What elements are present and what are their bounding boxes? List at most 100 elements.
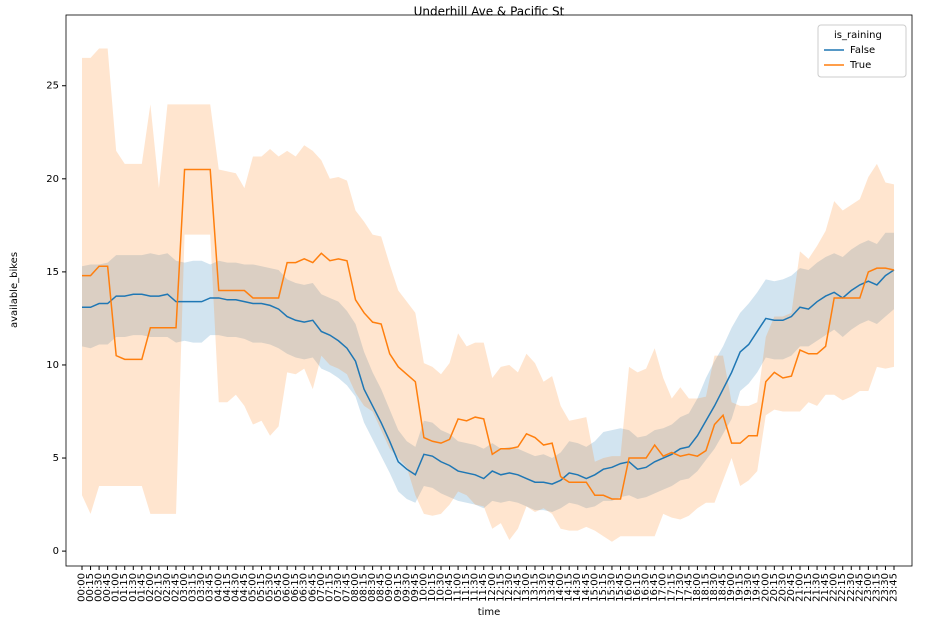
x-tick-label: 12:45 xyxy=(512,573,523,602)
x-tick-label: 18:30 xyxy=(709,573,720,602)
series-line xyxy=(82,269,895,485)
x-tick-label: 03:30 xyxy=(196,573,207,602)
confidence-band xyxy=(82,48,894,542)
x-tick-label: 03:45 xyxy=(205,573,216,602)
x-tick-label: 10:15 xyxy=(427,573,438,602)
x-tick-label: 02:00 xyxy=(145,573,156,602)
x-tick-label: 02:30 xyxy=(162,573,173,602)
legend-title: is_raining xyxy=(834,30,882,41)
x-tick-label: 23:30 xyxy=(880,573,891,602)
x-tick-label: 08:15 xyxy=(359,573,370,602)
x-tick-label: 19:15 xyxy=(735,573,746,602)
x-tick-label: 11:30 xyxy=(470,573,481,602)
x-tick-label: 05:30 xyxy=(265,573,276,602)
x-tick-label: 07:45 xyxy=(341,573,352,602)
x-tick-label: 14:15 xyxy=(564,573,575,602)
x-tick-label: 00:45 xyxy=(102,573,113,602)
x-tick-label: 22:00 xyxy=(829,573,840,602)
legend-frame xyxy=(817,24,907,78)
x-tick-label: 21:00 xyxy=(794,573,805,602)
x-tick-label: 14:00 xyxy=(555,573,566,602)
x-tick-label: 19:45 xyxy=(752,573,763,602)
x-tick-label: 07:30 xyxy=(333,573,344,602)
x-tick-label: 13:15 xyxy=(530,573,541,602)
x-tick-label: 12:30 xyxy=(504,573,515,602)
x-tick-label: 19:30 xyxy=(743,573,754,602)
y-tick-label: 10 xyxy=(46,360,59,371)
y-axis-label: available_bikes xyxy=(9,252,20,328)
series-line xyxy=(82,168,895,500)
x-tick-label: 23:00 xyxy=(863,573,874,602)
y-tick-label: 25 xyxy=(46,81,59,92)
x-tick-label: 16:15 xyxy=(632,573,643,602)
x-tick-label: 10:45 xyxy=(444,573,455,602)
x-tick-label: 18:15 xyxy=(700,573,711,602)
x-tick-label: 01:30 xyxy=(128,573,139,602)
x-tick-label: 16:30 xyxy=(641,573,652,602)
x-tick-label: 17:30 xyxy=(675,573,686,602)
x-tick-label: 13:30 xyxy=(538,573,549,602)
x-tick-label: 02:15 xyxy=(153,573,164,602)
x-tick-label: 11:15 xyxy=(461,573,472,602)
x-tick-label: 01:15 xyxy=(119,573,130,602)
x-tick-label: 05:15 xyxy=(256,573,267,602)
x-tick-label: 04:30 xyxy=(230,573,241,602)
plot-frame xyxy=(65,14,913,567)
x-tick-label: 09:15 xyxy=(393,573,404,602)
x-tick-label: 07:00 xyxy=(316,573,327,602)
x-tick-label: 02:45 xyxy=(171,573,182,602)
x-tick-label: 06:15 xyxy=(290,573,301,602)
x-tick-label: 01:45 xyxy=(136,573,147,602)
y-tick-label: 20 xyxy=(46,174,59,185)
x-tick-label: 03:00 xyxy=(179,573,190,602)
x-tick-label: 20:30 xyxy=(777,573,788,602)
x-tick-label: 00:30 xyxy=(94,573,105,602)
x-tick-label: 22:30 xyxy=(846,573,857,602)
x-tick-label: 08:45 xyxy=(376,573,387,602)
x-tick-label: 10:30 xyxy=(435,573,446,602)
x-tick-label: 04:45 xyxy=(239,573,250,602)
x-tick-label: 09:45 xyxy=(410,573,421,602)
chart-title: Underhill Ave & Pacific St xyxy=(414,5,565,19)
y-tick-label: 5 xyxy=(53,453,59,464)
x-tick-label: 15:00 xyxy=(589,573,600,602)
y-tick-label: 15 xyxy=(46,267,59,278)
x-tick-label: 20:15 xyxy=(769,573,780,602)
x-tick-label: 01:00 xyxy=(111,573,122,602)
x-tick-label: 22:15 xyxy=(837,573,848,602)
x-tick-label: 09:00 xyxy=(384,573,395,602)
legend-label: True xyxy=(849,60,871,71)
x-tick-label: 15:45 xyxy=(615,573,626,602)
x-tick-label: 11:00 xyxy=(453,573,464,602)
x-tick-label: 19:00 xyxy=(726,573,737,602)
x-tick-label: 17:45 xyxy=(683,573,694,602)
x-tick-label: 13:00 xyxy=(521,573,532,602)
x-tick-label: 04:15 xyxy=(222,573,233,602)
x-tick-label: 09:30 xyxy=(401,573,412,602)
confidence-band xyxy=(82,232,894,513)
x-tick-label: 17:00 xyxy=(658,573,669,602)
x-tick-label: 12:15 xyxy=(495,573,506,602)
x-tick-label: 21:30 xyxy=(812,573,823,602)
x-tick-label: 14:30 xyxy=(572,573,583,602)
x-tick-label: 23:45 xyxy=(889,573,900,602)
x-tick-label: 07:15 xyxy=(324,573,335,602)
x-tick-label: 11:45 xyxy=(478,573,489,602)
x-tick-label: 21:15 xyxy=(803,573,814,602)
legend-label: False xyxy=(850,45,875,56)
x-tick-label: 04:00 xyxy=(213,573,224,602)
x-tick-label: 15:15 xyxy=(598,573,609,602)
x-tick-label: 16:45 xyxy=(649,573,660,602)
x-tick-label: 14:45 xyxy=(581,573,592,602)
x-tick-label: 05:00 xyxy=(247,573,258,602)
x-tick-label: 03:15 xyxy=(188,573,199,602)
x-tick-label: 00:15 xyxy=(85,573,96,602)
x-tick-label: 06:30 xyxy=(299,573,310,602)
x-tick-label: 08:00 xyxy=(350,573,361,602)
x-axis-label: time xyxy=(478,607,501,618)
x-tick-label: 21:45 xyxy=(820,573,831,602)
x-tick-label: 05:45 xyxy=(273,573,284,602)
x-tick-label: 13:45 xyxy=(547,573,558,602)
x-tick-label: 23:15 xyxy=(871,573,882,602)
